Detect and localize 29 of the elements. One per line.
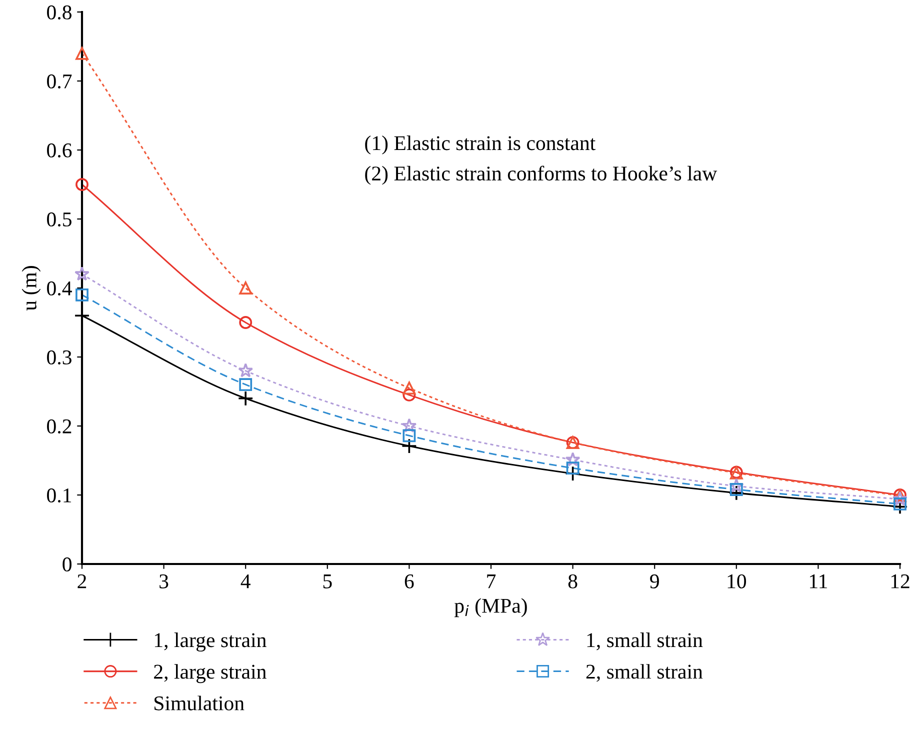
y-tick-label: 0.3 bbox=[47, 350, 72, 365]
x-tick-label: 6 bbox=[404, 574, 414, 588]
x-tick-label: 12 bbox=[891, 574, 910, 588]
x-tick-label: 8 bbox=[568, 574, 578, 588]
x-tick-label: 4 bbox=[240, 574, 250, 588]
x-tick-label: 7 bbox=[487, 574, 496, 588]
annotation: (2) Elastic strain conforms to Hooke’s law bbox=[365, 166, 718, 185]
x-tick-label: 2 bbox=[78, 574, 86, 588]
legend-label: 1, large strain bbox=[154, 632, 266, 652]
y-axis-title: u (m) bbox=[22, 266, 41, 311]
x-tick-label: 10 bbox=[728, 574, 746, 588]
y-tick-label: 0.1 bbox=[47, 488, 72, 503]
x-axis-title: p$_{i}$ (MPa) bbox=[454, 598, 527, 618]
x-tick-label: 3 bbox=[160, 574, 168, 588]
legend-label: 1, small strain bbox=[587, 632, 703, 650]
y-tick-label: 0.7 bbox=[47, 74, 72, 89]
legend-label: 2, large strain bbox=[154, 664, 266, 684]
y-tick-label: 0.8 bbox=[47, 5, 72, 20]
annotation: (1) Elastic strain is constant bbox=[365, 136, 596, 154]
y-tick-label: 0.6 bbox=[47, 143, 72, 158]
x-tick-label: 11 bbox=[810, 574, 827, 588]
x-tick-label: 9 bbox=[650, 574, 659, 588]
y-tick-label: 0 bbox=[62, 557, 72, 572]
y-tick-label: 0.5 bbox=[47, 212, 72, 227]
legend-label: Simulation bbox=[154, 696, 244, 710]
x-tick-label: 5 bbox=[323, 574, 332, 588]
y-tick-label: 0.4 bbox=[47, 281, 72, 296]
legend-label: 2, small strain bbox=[586, 664, 703, 682]
y-tick-label: 0.2 bbox=[47, 419, 72, 434]
